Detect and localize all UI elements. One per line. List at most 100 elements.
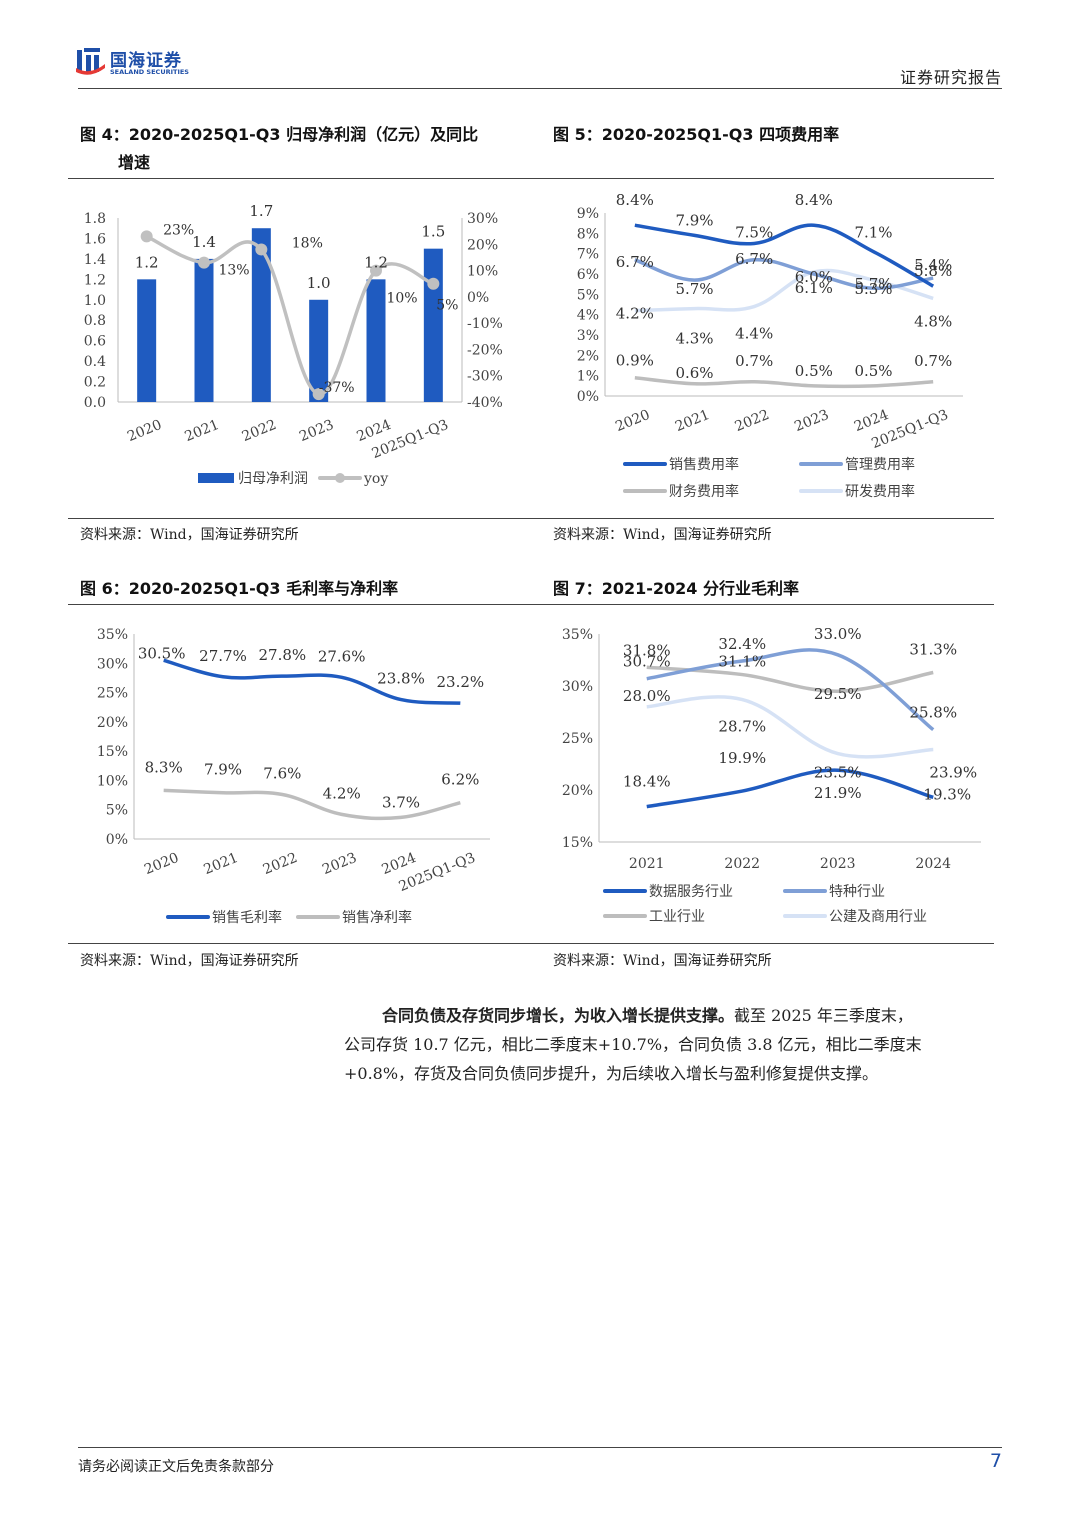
left-axis-tick-label: 0.4 — [84, 354, 106, 370]
figure-6-chart: 35% 30% 25% 20% 15% 10% 5% 0% 30.5% 27.7% 27.8% 27.… — [70, 614, 510, 934]
net-profit-chart-svg: 1.8 1.6 1.4 1.2 1.0 0.8 0.6 0.4 0.2 0.0 30% 20% 10% 0… — [84, 202, 503, 487]
chart7-data-label: 31.1% — [718, 653, 766, 671]
industry-margin-chart-svg: 35% 30% 25% 20% 15% 18.4% 19.9% 21.9% 19.3% 30.7%… — [562, 625, 981, 925]
left-axis-tick-label: 1.8 — [84, 211, 106, 227]
paragraph-text-1: 截至 2025 年三季度末， — [734, 1006, 913, 1025]
chart5-data-label: 0.9% — [616, 352, 654, 370]
chart6-data-label: 7.6% — [263, 764, 301, 782]
document-type: 证券研究报告 — [899, 68, 1002, 87]
brand-name-en: SEALAND SECURITIES — [110, 68, 189, 76]
paragraph-line-1: 合同负债及存货同步增长，为收入增长提供支撑。截至 2025 年三季度末， — [344, 1001, 1004, 1030]
chart7-data-label: 33.0% — [814, 625, 862, 643]
chart7-series-legend-label: 特种行业 — [829, 884, 885, 900]
chart5-data-label: 6.1% — [795, 279, 833, 297]
chart5-data-label: 5.4% — [914, 256, 952, 274]
chart5-series-line — [634, 223, 935, 288]
chart5-series-legend-label: 管理费用率 — [845, 456, 915, 473]
left-axis-tick-label: 1.6 — [84, 231, 106, 247]
paragraph-lead: 合同负债及存货同步增长，为收入增长提供支撑。 — [382, 1006, 735, 1025]
chart5-y-axis-tick-label: 5% — [577, 287, 599, 303]
chart5-series-legend-label: 研发费用率 — [845, 483, 915, 500]
chart7-data-label: 25.8% — [909, 704, 957, 722]
figure-5-chart: 9% 8% 7% 6% 5% 4% 3% 2% 1% 0% 8.4% 7.9% 7.5% 8.4% 7.1%… — [543, 188, 993, 508]
right-axis-tick-label: 10% — [467, 264, 498, 280]
chart5-data-label: 4.2% — [616, 305, 654, 323]
right-axis-tick-label: -20% — [467, 342, 503, 358]
figure-row2-top-rule — [68, 604, 994, 605]
chart5-y-axis-tick-label: 1% — [577, 369, 599, 385]
yoy-point — [312, 388, 325, 401]
chart5-y-axis-tick-label: 2% — [577, 348, 599, 364]
chart7-data-label: 28.7% — [718, 718, 766, 736]
profit-data-label: 1.5 — [421, 223, 445, 241]
chart6-data-label: 3.7% — [382, 793, 420, 811]
figure-7-title: 图 7：2021-2024 分行业毛利率 — [553, 579, 799, 598]
profit-bar — [423, 248, 443, 402]
profit-legend-swatch — [198, 473, 234, 483]
chart7-series-legend-label: 数据服务行业 — [649, 884, 733, 900]
chart7-x-tick-label: 2024 — [915, 856, 951, 872]
chart7-data-label: 31.3% — [909, 640, 957, 658]
chart7-y-axis-tick-label: 15% — [562, 835, 593, 851]
chart5-data-label: 0.7% — [735, 352, 773, 370]
chart6-y-axis-tick-label: 0% — [106, 832, 128, 848]
chart4-x-tick-label: 2022 — [240, 417, 279, 445]
chart5-data-label: 0.7% — [914, 352, 952, 370]
figure-4-chart: 1.8 1.6 1.4 1.2 1.0 0.8 0.6 0.4 0.2 0.0 30% 20% 10% 0… — [70, 188, 510, 508]
chart5-y-axis-tick-label: 6% — [577, 267, 599, 283]
left-axis-tick-label: 0.8 — [84, 313, 106, 329]
yoy-point — [140, 230, 153, 243]
figure-6-source: 资料来源：Wind，国海证券研究所 — [80, 953, 299, 969]
chart5-series-line — [634, 258, 934, 290]
chart6-x-tick-label: 2021 — [201, 850, 240, 878]
yoy-point — [370, 264, 382, 277]
chart6-y-axis-tick-label: 25% — [97, 686, 128, 702]
yoy-data-label: 13% — [218, 263, 249, 279]
footer-rule — [78, 1447, 1002, 1448]
profit-data-label: 1.7 — [249, 202, 273, 220]
chart6-y-axis-tick-label: 35% — [97, 627, 128, 643]
left-axis-tick-label: 0.6 — [84, 334, 106, 350]
chart6-y-axis-tick-label: 30% — [97, 656, 128, 672]
page-number: 7 — [989, 1450, 1002, 1472]
yoy-point — [198, 256, 210, 269]
paragraph-line-3: +0.8%，存货及合同负债同步提升，为后续收入增长与盈利修复提供支撑。 — [344, 1064, 879, 1083]
chart6-series-line — [163, 788, 461, 821]
chart5-series-legend-label: 销售费用率 — [669, 456, 739, 473]
paragraph-line-2: 公司存货 10.7 亿元，相比二季度末+10.7%，合同负债 3.8 亿元，相比… — [344, 1035, 922, 1054]
left-axis-tick-label: 0.2 — [84, 375, 106, 391]
chart5-data-label: 7.9% — [675, 211, 713, 229]
margin-chart-svg: 35% 30% 25% 20% 15% 10% 5% 0% 30.5% 27.7% 27.8% 27.… — [97, 627, 490, 926]
chart7-data-label: 28.0% — [623, 687, 671, 705]
right-axis-tick-label: -30% — [467, 369, 503, 385]
body-paragraph: 合同负债及存货同步增长，为收入增长提供支撑。截至 2025 年三季度末， 公司存… — [344, 1001, 1004, 1088]
expense-ratio-chart-svg: 9% 8% 7% 6% 5% 4% 3% 2% 1% 0% 8.4% 7.9% 7.5% 8.4% 7.1%… — [577, 191, 963, 500]
chart7-y-axis-tick-label: 20% — [562, 783, 593, 799]
chart7-data-label: 18.4% — [623, 773, 671, 791]
chart5-x-tick-label: 2020 — [613, 407, 652, 435]
chart7-x-tick-label: 2021 — [629, 856, 665, 872]
chart7-series-line — [646, 648, 935, 732]
chart5-data-label: 8.4% — [616, 191, 654, 209]
profit-bar — [309, 299, 329, 402]
left-axis-tick-label: 1.2 — [84, 272, 106, 288]
chart7-data-label: 23.9% — [929, 763, 977, 781]
chart5-y-axis-tick-label: 9% — [577, 206, 599, 222]
right-axis-tick-label: -40% — [467, 395, 503, 411]
right-axis-tick-label: 30% — [467, 211, 498, 227]
figure-6-title: 图 6：2020-2025Q1-Q3 毛利率与净利率 — [80, 579, 399, 598]
left-axis-tick-label: 1.0 — [84, 293, 106, 309]
chart5-data-label: 6.0% — [795, 268, 833, 286]
chart5-x-tick-label: 2023 — [792, 407, 831, 435]
left-axis-tick-label: 0.0 — [84, 395, 106, 411]
chart6-series-legend-label: 销售净利率 — [342, 909, 412, 926]
chart7-data-label: 30.7% — [623, 653, 671, 671]
profit-bar — [366, 279, 386, 402]
chart7-series-line — [646, 695, 934, 759]
chart4-x-tick-label: 2021 — [182, 417, 221, 445]
chart7-series-legend-label: 公建及商用行业 — [829, 909, 927, 925]
chart7-data-label: 23.5% — [814, 764, 862, 782]
chart7-y-axis-tick-label: 35% — [562, 627, 593, 643]
chart7-data-label: 31.8% — [623, 641, 671, 659]
chart6-y-axis-tick-label: 20% — [97, 715, 128, 731]
